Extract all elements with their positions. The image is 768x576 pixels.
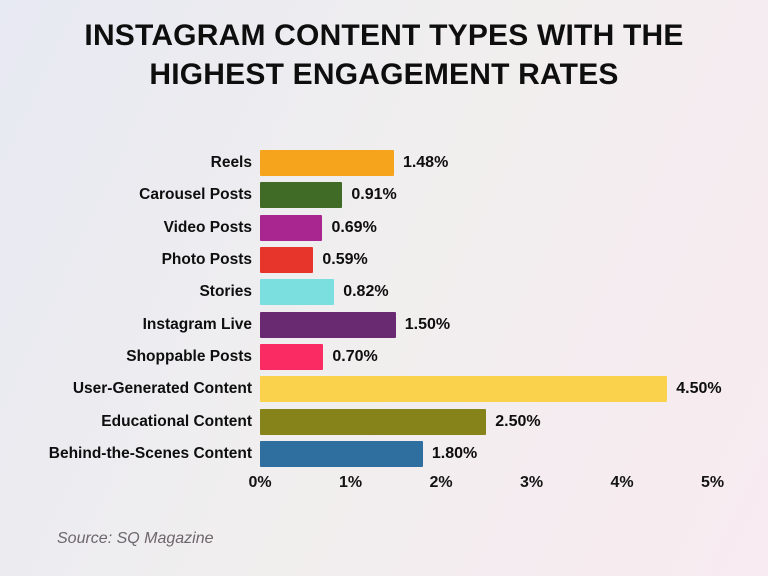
- bar: [260, 247, 314, 274]
- bar-track: 0.70%: [260, 343, 740, 370]
- value-label: 1.48%: [402, 154, 449, 172]
- value-label: 0.82%: [343, 283, 389, 301]
- chart-rows: Reels 1.48% Carousel Posts 0.91% Video Posts…: [0, 147, 768, 470]
- bar: [260, 279, 335, 306]
- value-label: 0.59%: [322, 251, 368, 269]
- value-label: 4.50%: [676, 380, 722, 398]
- category-label: Stories: [199, 283, 252, 301]
- chart-row: User-Generated Content 4.50%: [0, 373, 768, 405]
- chart-row: Photo Posts 0.59%: [0, 244, 768, 276]
- chart-row: Shoppable Posts 0.70%: [0, 341, 768, 373]
- axis-tick-label: 5%: [700, 474, 725, 491]
- value-label: 1.80%: [431, 444, 478, 462]
- bar: [260, 376, 668, 403]
- bar: [260, 214, 323, 241]
- bar-track: 0.82%: [260, 279, 740, 306]
- source-caption: Source: SQ Magazine: [57, 530, 214, 547]
- axis-tick-label: 3%: [519, 474, 544, 491]
- bar-track: 1.48%: [260, 150, 740, 177]
- bar-track: 0.91%: [260, 182, 740, 209]
- bar: [260, 408, 487, 435]
- bar-track: 1.80%: [260, 440, 740, 467]
- chart-row: Instagram Live 1.50%: [0, 308, 768, 340]
- bar-track: 4.50%: [260, 376, 740, 403]
- category-label: Educational Content: [101, 412, 252, 430]
- chart-row: Carousel Posts 0.91%: [0, 179, 768, 211]
- value-label: 0.91%: [351, 186, 397, 204]
- bar-chart: Reels 1.48% Carousel Posts 0.91% Video Posts…: [0, 147, 768, 491]
- category-label: Photo Posts: [161, 251, 252, 269]
- chart-title: INSTAGRAM CONTENT TYPES WITH THE HIGHEST…: [84, 19, 684, 91]
- bar: [260, 440, 423, 467]
- bar: [260, 182, 343, 209]
- category-label: Carousel Posts: [139, 186, 252, 204]
- value-label: 2.50%: [495, 412, 541, 430]
- bar-track: 1.50%: [260, 311, 740, 338]
- bar: [260, 343, 324, 370]
- axis-tick-label: 0%: [248, 474, 272, 491]
- category-label: User-Generated Content: [72, 380, 252, 398]
- chart-row: Behind-the-Scenes Content 1.80%: [0, 438, 768, 470]
- value-label: 0.69%: [331, 218, 377, 236]
- axis-tick-label: 4%: [610, 474, 634, 491]
- x-axis: 0% 1% 2% 3% 4% 5%: [248, 474, 724, 494]
- chart-row: Reels 1.48%: [0, 147, 768, 179]
- value-label: 1.50%: [404, 315, 451, 333]
- axis-tick-label: 2%: [429, 474, 453, 491]
- axis-tick-label: 1%: [338, 474, 363, 491]
- bar: [260, 311, 396, 338]
- category-label: Instagram Live: [142, 315, 252, 333]
- category-label: Reels: [210, 154, 252, 172]
- bar-track: 2.50%: [260, 408, 740, 435]
- chart-row: Stories 0.82%: [0, 276, 768, 308]
- bar-track: 0.59%: [260, 247, 740, 274]
- category-label: Shoppable Posts: [126, 347, 252, 365]
- category-label: Video Posts: [163, 218, 252, 236]
- chart-row: Video Posts 0.69%: [0, 212, 768, 244]
- bar: [260, 150, 394, 177]
- value-label: 0.70%: [332, 347, 378, 365]
- category-label: Behind-the-Scenes Content: [48, 444, 252, 462]
- bar-track: 0.69%: [260, 214, 740, 241]
- chart-row: Educational Content 2.50%: [0, 405, 768, 437]
